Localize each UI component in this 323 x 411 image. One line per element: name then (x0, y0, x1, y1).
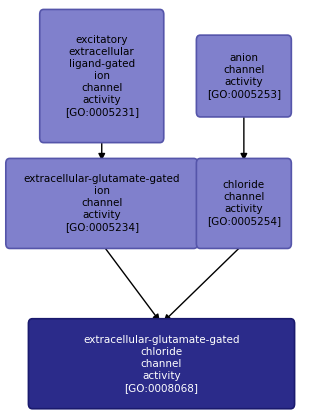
FancyBboxPatch shape (196, 159, 291, 248)
Text: extracellular-glutamate-gated
chloride
channel
activity
[GO:0008068]: extracellular-glutamate-gated chloride c… (83, 335, 240, 393)
FancyBboxPatch shape (28, 319, 295, 409)
FancyBboxPatch shape (6, 159, 198, 248)
Text: extracellular-glutamate-gated
ion
channel
activity
[GO:0005234]: extracellular-glutamate-gated ion channe… (24, 174, 180, 233)
Text: anion
channel
activity
[GO:0005253]: anion channel activity [GO:0005253] (207, 53, 281, 99)
Text: chloride
channel
activity
[GO:0005254]: chloride channel activity [GO:0005254] (207, 180, 281, 226)
Text: excitatory
extracellular
ligand-gated
ion
channel
activity
[GO:0005231]: excitatory extracellular ligand-gated io… (65, 35, 139, 117)
FancyBboxPatch shape (196, 35, 291, 117)
FancyBboxPatch shape (40, 9, 164, 143)
